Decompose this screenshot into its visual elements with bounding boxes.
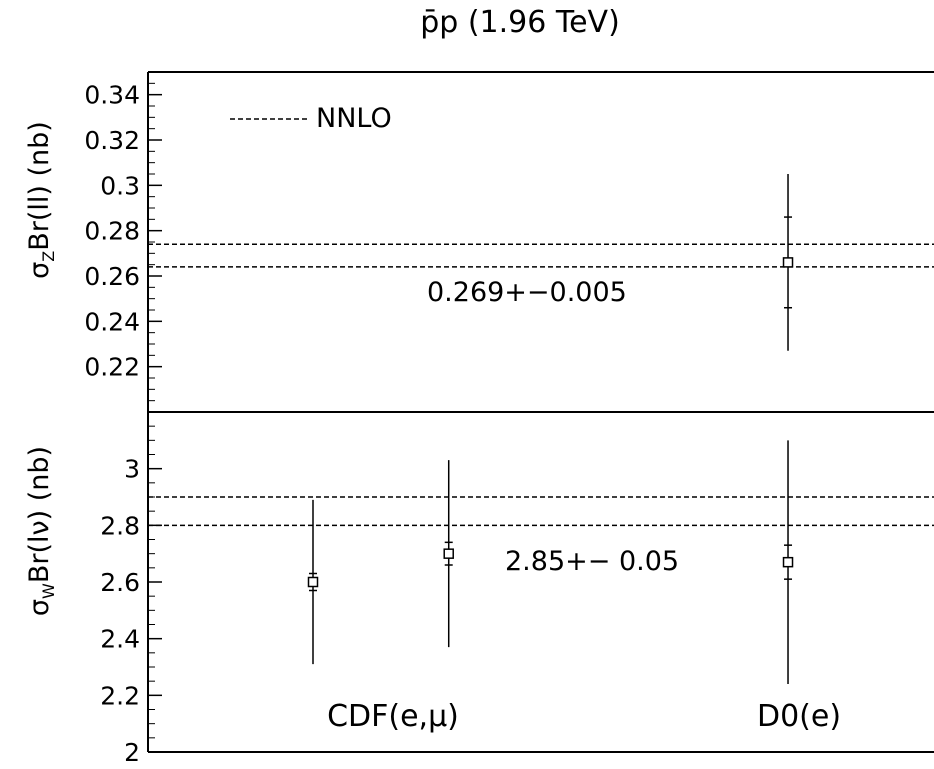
bottom-ylabel-rest: Br(lν) (nb)	[24, 446, 55, 583]
top-tick-label: 0.28	[84, 217, 140, 246]
bottom-tick-label: 2.4	[100, 625, 140, 654]
chart-title: p̄p (1.96 TeV)	[420, 5, 620, 40]
top-band-annotation: 0.269+−0.005	[427, 277, 627, 308]
data-marker	[782, 257, 794, 268]
data-marker	[782, 556, 794, 568]
top-ylabel: σZBr(ll) (nb)	[24, 121, 58, 279]
top-tick-label: 0.34	[84, 81, 140, 110]
legend-label-nnlo: NNLO	[316, 103, 392, 134]
bottom-tick-label: 2.2	[100, 681, 140, 710]
top-panel: σZBr(ll) (nb) NNLO 0.269+−0.005 0.22 0.24…	[24, 71, 934, 413]
bottom-data-point	[782, 440, 794, 684]
top-data-point	[782, 174, 794, 351]
bottom-tick-label: 3	[124, 455, 140, 484]
bottom-data-point	[307, 499, 319, 665]
bottom-band-annotation: 2.85+− 0.05	[505, 546, 679, 577]
bottom-tick-label: 2	[124, 738, 140, 767]
top-tick-label: 0.3	[100, 171, 140, 200]
top-tick-label: 0.32	[84, 126, 140, 155]
bottom-ylabel-sub: W	[39, 583, 58, 599]
top-tick-label: 0.26	[84, 262, 140, 291]
top-tick-label: 0.22	[84, 353, 140, 382]
bottom-tick-label: 2.6	[100, 568, 140, 597]
bottom-panel: σWBr(lν) (nb) 2.85+− 0.05 CDF(e,μ) D0(e)…	[24, 411, 934, 767]
data-marker	[443, 548, 454, 559]
bottom-data-point	[443, 460, 454, 648]
category-label-cdf: CDF(e,μ)	[327, 699, 459, 734]
top-ylabel-sub: Z	[39, 251, 58, 262]
top-ylabel-rest: Br(ll) (nb)	[24, 121, 55, 251]
data-marker	[307, 576, 319, 588]
top-tick-label: 0.24	[84, 307, 140, 336]
bottom-ylabel: σWBr(lν) (nb)	[24, 446, 58, 616]
category-label-d0: D0(e)	[757, 699, 841, 734]
bottom-tick-label: 2.8	[100, 511, 140, 540]
